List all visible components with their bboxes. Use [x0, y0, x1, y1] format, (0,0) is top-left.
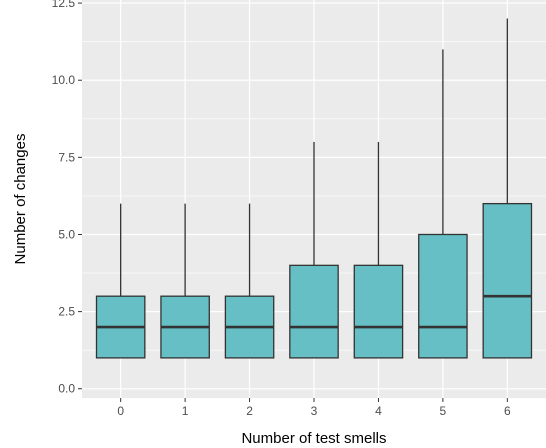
- y-tick-label: 12.5: [52, 0, 76, 10]
- box-0: [95, 203, 146, 359]
- box-3: [289, 141, 339, 359]
- x-tick-label: 4: [375, 404, 382, 418]
- box-1: [160, 203, 210, 359]
- iqr-box: [289, 264, 339, 359]
- iqr-box: [482, 202, 533, 359]
- box-series: [95, 18, 533, 359]
- y-tick-label: 10.0: [52, 73, 76, 87]
- x-axis: 0 1 2 3 4 5 6: [117, 398, 511, 418]
- x-axis-title: Number of test smells: [241, 430, 386, 447]
- x-tick-label: 1: [182, 404, 189, 418]
- y-tick-label: 2.5: [58, 305, 75, 319]
- box-6: [482, 18, 533, 359]
- y-tick-label: 7.5: [58, 150, 75, 164]
- x-tick-label: 3: [311, 404, 318, 418]
- iqr-box: [418, 233, 468, 359]
- x-tick-label: 5: [440, 404, 447, 418]
- box-5: [418, 49, 468, 359]
- box-2: [224, 203, 275, 359]
- y-axis-title: Number of changes: [12, 134, 29, 265]
- x-tick-label: 0: [117, 404, 124, 418]
- y-tick-label: 5.0: [58, 227, 75, 241]
- y-tick-label: 0.0: [58, 382, 75, 396]
- y-axis: 0.0 2.5 5.0 7.5 10.0 12.5: [52, 0, 82, 396]
- box-4: [353, 141, 404, 359]
- iqr-box: [353, 264, 404, 359]
- x-tick-label: 6: [504, 404, 511, 418]
- x-tick-label: 2: [246, 404, 253, 418]
